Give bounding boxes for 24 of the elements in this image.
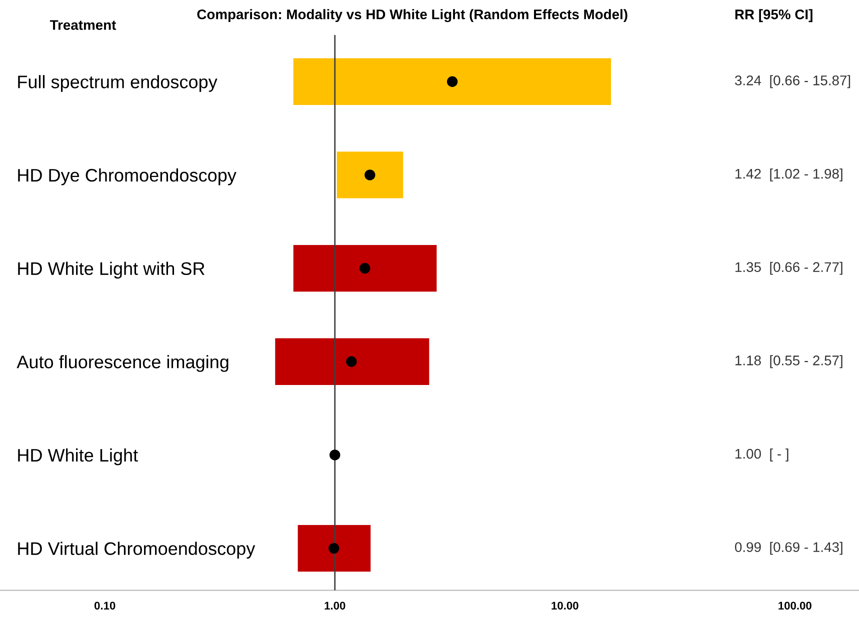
chart-title: Comparison: Modality vs HD White Light (Random Effects Model) (197, 9, 628, 22)
text: RR [95% CI] (735, 9, 812, 22)
bar (293, 244, 437, 292)
bar (275, 338, 430, 385)
bar (298, 524, 371, 572)
annotation: 0.99 [0.69 - 1.43] (734, 542, 842, 555)
x-tick-label: 10.00 (552, 602, 578, 610)
text: Treatment (50, 20, 116, 30)
x-tick-label: 0.10 (94, 602, 116, 610)
annotation: 3.24 [0.66 - 15.87] (734, 75, 850, 88)
y-tick-label: Full spectrum endoscopy (18, 75, 218, 92)
annotation: 1.00 [ - ] (736, 448, 788, 462)
bar (336, 152, 404, 198)
annotation: 1.42 [1.02 - 1.98] (736, 168, 842, 182)
y-tick-label: HD White Light (18, 448, 138, 466)
y-tick-label: Auto fluorescence imaging (16, 355, 228, 372)
y-tick-label: HD Virtual Chromoendoscopy (18, 542, 256, 559)
y-tick-label: HD Dye Chromoendoscopy (18, 168, 236, 186)
x-tick-label: 1.00 (324, 602, 346, 610)
bar (293, 58, 612, 105)
annotation: 1.35 [0.66 - 2.77] (736, 262, 842, 275)
annotation: 1.18 [0.55 - 2.57] (736, 355, 842, 368)
x-tick-label: 100.00 (778, 602, 812, 610)
y-tick-label: HD White Light with SR (18, 262, 204, 279)
